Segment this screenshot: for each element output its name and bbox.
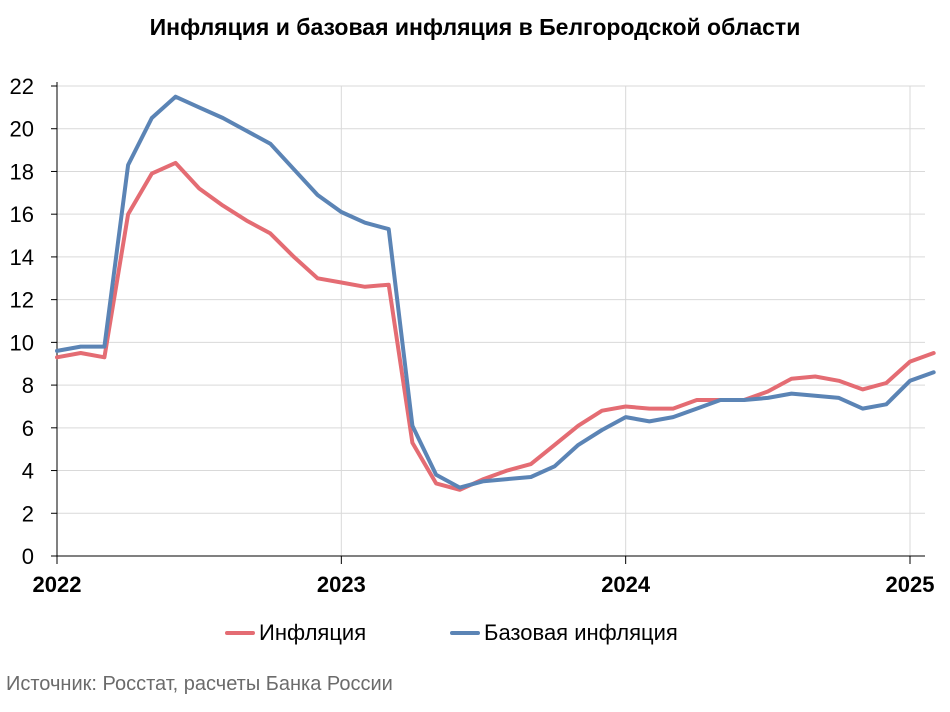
source-note: Источник: Росстат, расчеты Банка России <box>6 673 393 695</box>
series-line-inflation <box>55 160 936 492</box>
legend-label-core-inflation: Базовая инфляция <box>484 620 678 645</box>
x-tick-label: 2025 <box>886 572 935 597</box>
y-tick-label: 16 <box>10 202 34 227</box>
y-tick-label: 18 <box>10 159 34 184</box>
y-tick-label: 10 <box>10 330 34 355</box>
core-inflation-swatch-icon <box>450 631 480 635</box>
legend-label-inflation: Инфляция <box>259 620 367 645</box>
legend: Инфляция Базовая инфляция <box>0 620 950 652</box>
y-tick-label: 22 <box>10 74 34 99</box>
chart-title: Инфляция и базовая инфляция в Белгородск… <box>149 14 801 40</box>
grid-lines <box>57 85 925 556</box>
series-line-core-inflation <box>55 94 936 490</box>
legend-item-inflation[interactable]: Инфляция <box>225 620 366 646</box>
x-tick-label: 2023 <box>317 572 366 597</box>
y-tick-label: 12 <box>10 288 34 313</box>
series-lines <box>55 94 936 492</box>
x-tick-label: 2022 <box>33 572 82 597</box>
y-tick-label: 4 <box>22 459 34 484</box>
axes <box>51 82 925 564</box>
inflation-swatch-icon <box>225 631 255 635</box>
y-tick-label: 14 <box>10 245 34 270</box>
y-tick-label: 2 <box>22 501 34 526</box>
y-tick-label: 0 <box>22 544 34 569</box>
legend-item-core-inflation[interactable]: Базовая инфляция <box>450 620 678 646</box>
y-tick-label: 8 <box>22 373 34 398</box>
y-tick-label: 6 <box>22 416 34 441</box>
y-tick-label: 20 <box>10 117 34 142</box>
x-tick-label: 2024 <box>601 572 651 597</box>
